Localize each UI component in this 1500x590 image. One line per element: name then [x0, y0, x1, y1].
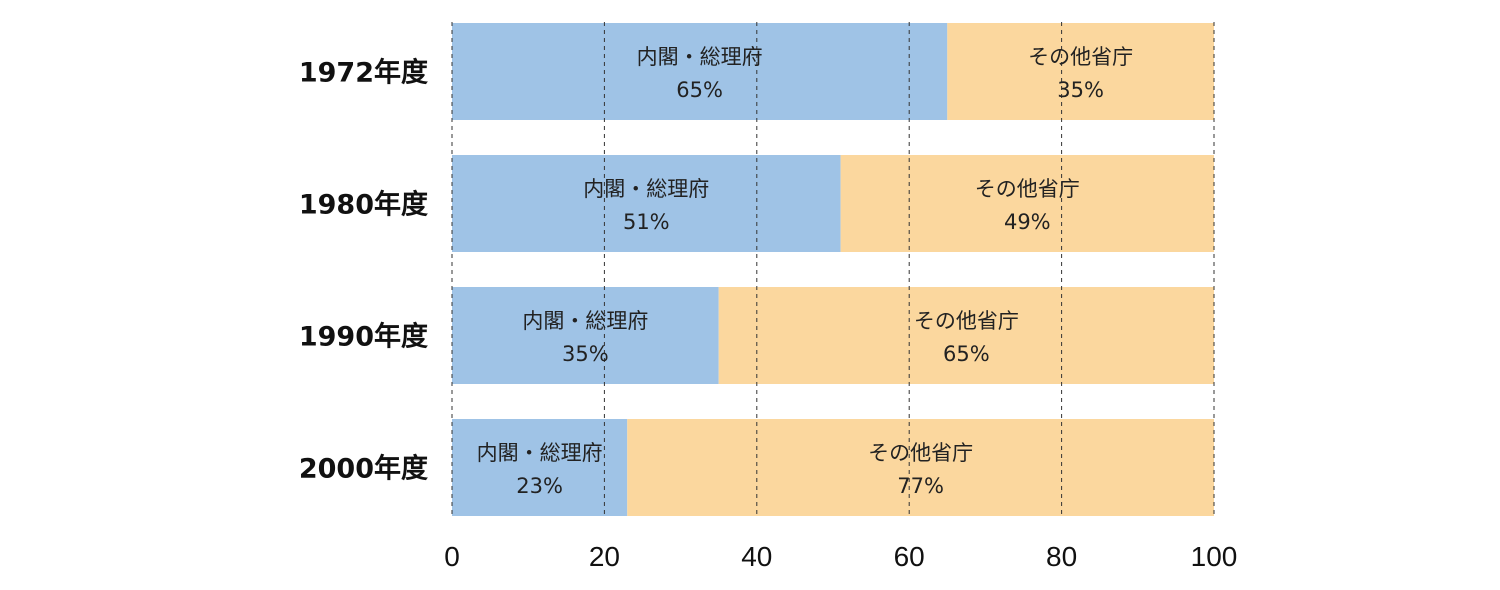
segment-series-label: その他省庁: [1028, 45, 1133, 69]
bar-cabinet-3: [452, 419, 628, 516]
x-tick-label: 0: [444, 541, 460, 572]
x-axis: 0 20 40 60 80 100: [444, 541, 1237, 572]
bar-other-0: [947, 23, 1214, 120]
segment-value-label: 35%: [562, 342, 609, 366]
bars-layer: [452, 23, 1214, 516]
category-label: 1972年度: [299, 57, 428, 89]
x-tick-label: 80: [1046, 541, 1077, 572]
segment-value-label: 65%: [676, 78, 723, 102]
segment-series-label: その他省庁: [914, 309, 1019, 333]
x-tick-label: 100: [1191, 541, 1238, 572]
bar-cabinet-2: [452, 287, 719, 384]
bar-other-3: [627, 419, 1214, 516]
category-label: 2000年度: [299, 453, 428, 485]
segment-series-label: 内閣・総理府: [637, 45, 763, 69]
segment-series-label: その他省庁: [975, 177, 1080, 201]
category-label: 1980年度: [299, 189, 428, 221]
segment-value-label: 77%: [897, 474, 944, 498]
bar-other-2: [718, 287, 1214, 384]
category-label: 1990年度: [299, 321, 428, 353]
segment-value-label: 23%: [516, 474, 563, 498]
x-tick-label: 40: [741, 541, 772, 572]
segment-series-label: 内閣・総理府: [522, 309, 648, 333]
labels-layer: 内閣・総理府65%その他省庁35%1972年度内閣・総理府51%その他省庁49%…: [299, 45, 1133, 498]
segment-value-label: 35%: [1057, 78, 1104, 102]
bar-cabinet-1: [452, 155, 841, 252]
grid-layer: [451, 22, 1215, 516]
segment-series-label: 内閣・総理府: [477, 441, 603, 465]
segment-value-label: 65%: [943, 342, 990, 366]
bar-cabinet-0: [452, 23, 948, 120]
segment-value-label: 51%: [623, 210, 670, 234]
segment-value-label: 49%: [1004, 210, 1051, 234]
x-tick-label: 20: [589, 541, 620, 572]
segment-series-label: その他省庁: [868, 441, 973, 465]
bar-other-1: [840, 155, 1214, 252]
x-tick-label: 60: [894, 541, 925, 572]
segment-series-label: 内閣・総理府: [583, 177, 709, 201]
